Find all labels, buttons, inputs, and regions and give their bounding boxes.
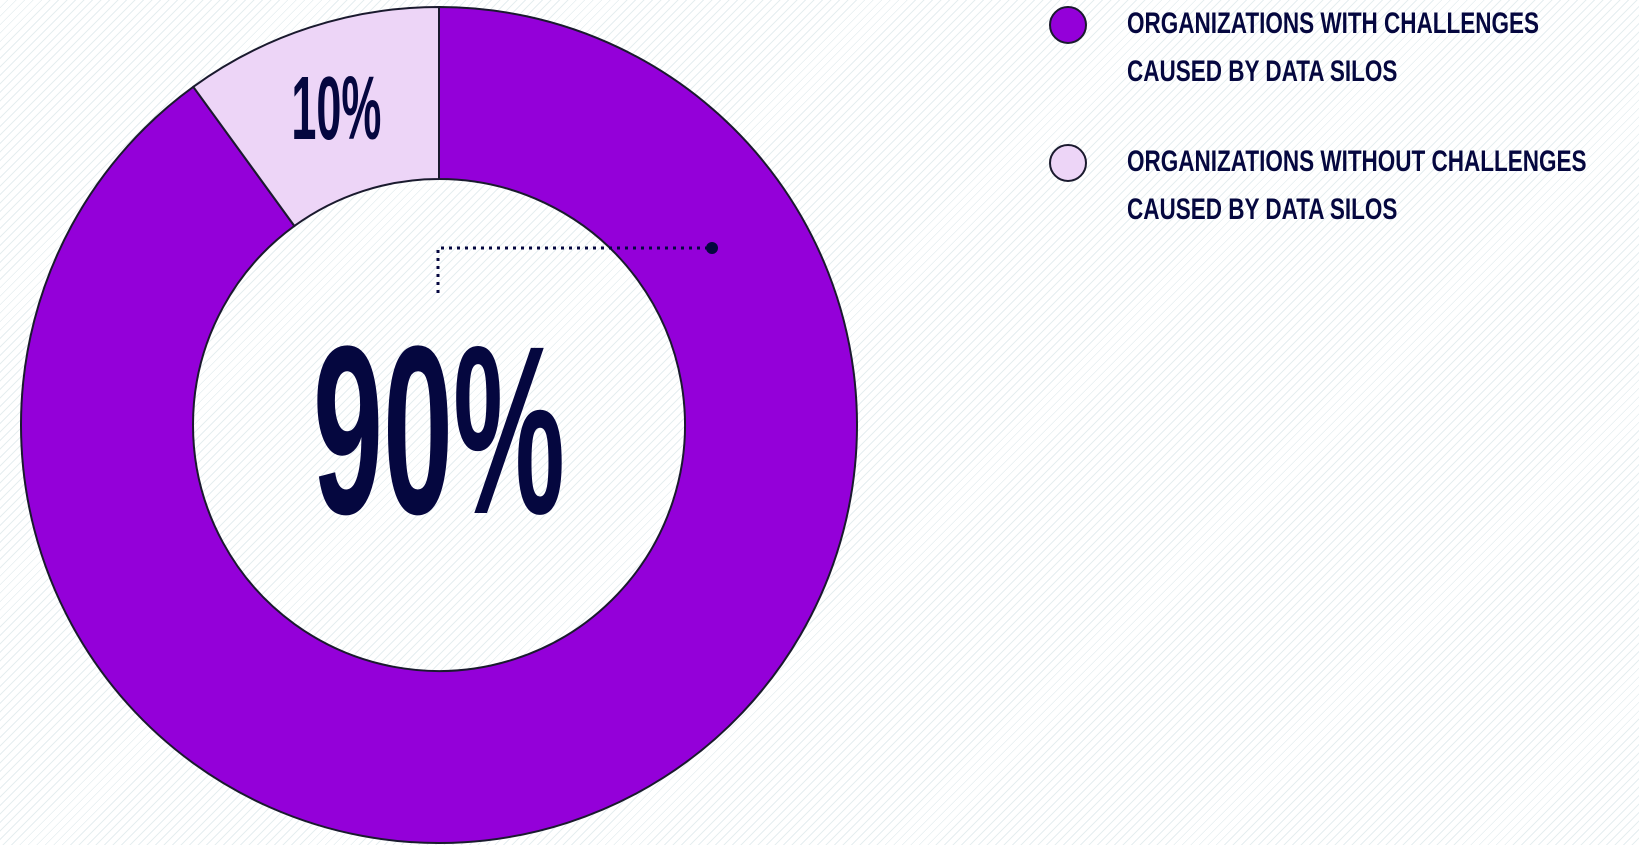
donut-slice bbox=[191, 5, 440, 228]
legend-swatch bbox=[1049, 144, 1087, 182]
donut-slice bbox=[20, 5, 858, 844]
leader-dot bbox=[706, 242, 718, 254]
legend-label: ORGANIZATIONS WITH CHALLENGES CAUSED BY … bbox=[1127, 7, 1540, 88]
legend-swatch bbox=[1049, 6, 1087, 44]
value-label: 10% bbox=[291, 59, 381, 159]
slices bbox=[20, 5, 858, 844]
value-label: 90% bbox=[313, 296, 565, 564]
legend-label: ORGANIZATIONS WITHOUT CHALLENGES CAUSED … bbox=[1127, 145, 1587, 226]
